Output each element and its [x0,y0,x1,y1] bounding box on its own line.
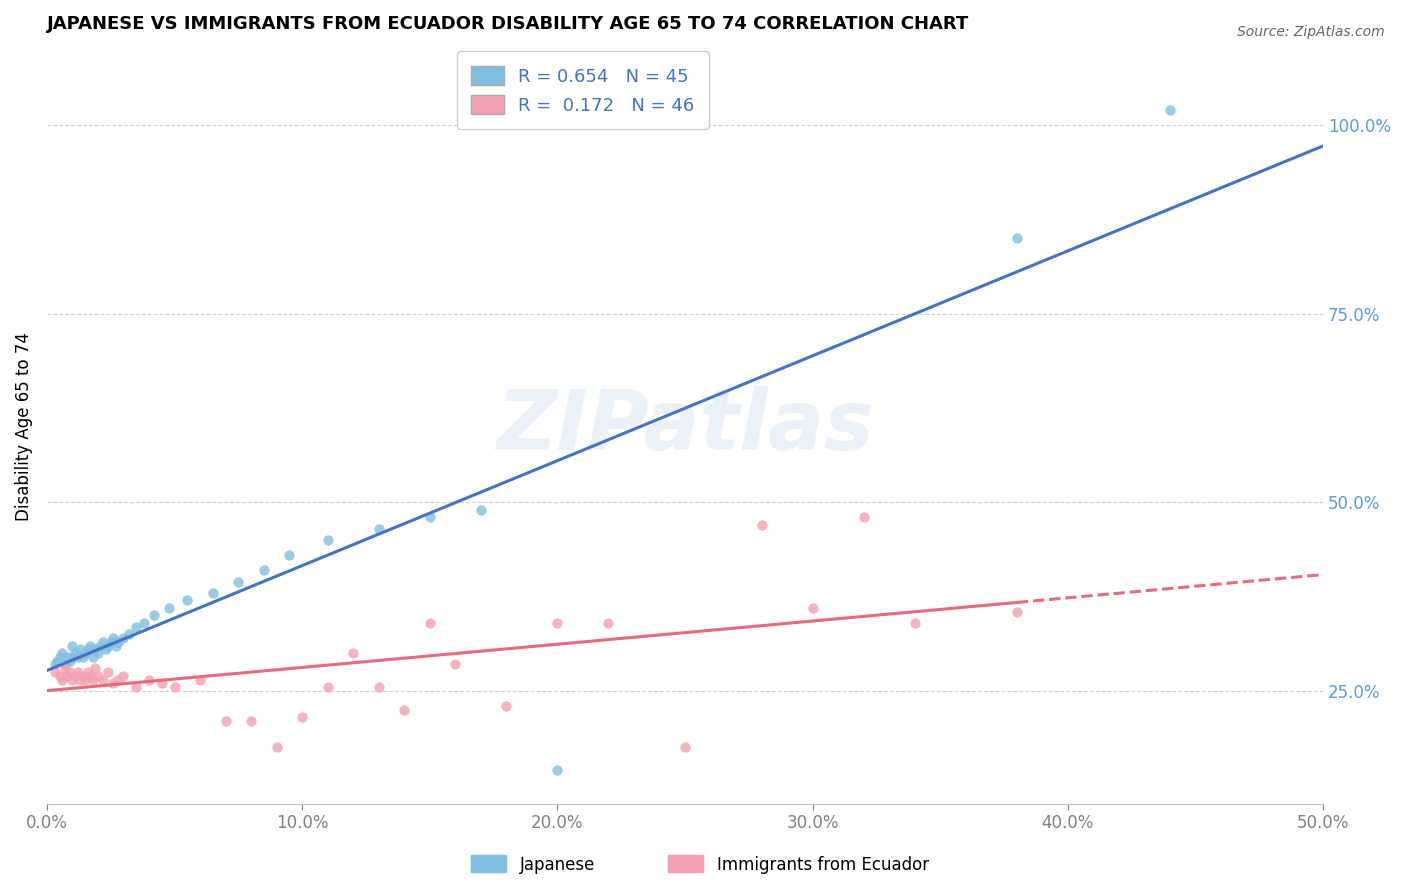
Point [51,673,73,687]
Point [598,615,620,630]
Point [176,593,198,607]
Point [546,763,568,777]
Point [72,649,94,664]
Point [66,665,89,679]
Point [72,669,94,683]
Point [495,698,517,713]
Point [291,710,314,724]
Text: JAPANESE VS IMMIGRANTS FROM ECUADOR DISABILITY AGE 65 TO 74 CORRELATION CHART: JAPANESE VS IMMIGRANTS FROM ECUADOR DISA… [46,15,969,33]
Point [751,518,773,533]
Text: Immigrants from Ecuador: Immigrants from Ecuador [717,856,929,874]
Point [125,620,148,634]
Point [91,673,114,687]
Point [82,649,104,664]
Point [62,639,84,653]
Point [201,586,224,600]
Point [470,503,492,517]
Point [1005,231,1028,245]
Point [117,627,139,641]
Point [419,615,441,630]
Point [801,601,824,615]
Point [53,657,76,672]
Point [82,673,104,687]
Text: Japanese: Japanese [520,856,596,874]
Point [62,673,84,687]
Point [69,642,91,657]
Point [56,669,79,683]
Point [53,661,76,675]
Point [91,635,114,649]
Text: ZIPatlas: ZIPatlas [496,386,875,467]
Point [266,740,288,755]
Point [44,657,66,672]
Point [66,649,89,664]
Y-axis label: Disability Age 65 to 74: Disability Age 65 to 74 [15,333,32,521]
Point [107,673,129,687]
Point [48,669,70,683]
Point [367,680,389,694]
Point [673,740,696,755]
Point [56,649,79,664]
Point [69,673,91,687]
Point [89,639,111,653]
Point [1159,103,1181,118]
Point [157,601,180,615]
Point [107,635,129,649]
Point [367,522,389,536]
Point [62,649,84,664]
Point [125,680,148,694]
Point [240,714,263,728]
Point [63,669,86,683]
Point [316,533,339,547]
Point [75,646,97,660]
Point [79,639,101,653]
Point [103,676,125,690]
Point [103,631,125,645]
Point [394,703,416,717]
Point [48,649,70,664]
Point [63,646,86,660]
Point [419,510,441,524]
Point [904,615,927,630]
Point [75,673,97,687]
Point [852,510,875,524]
Point [44,665,66,679]
Point [94,642,117,657]
Point [79,669,101,683]
Point [444,657,467,672]
Point [316,680,339,694]
Point [51,646,73,660]
Point [76,665,98,679]
Point [59,654,82,668]
Point [163,680,186,694]
Point [84,642,107,657]
Point [546,615,568,630]
Point [1005,605,1028,619]
Point [87,646,110,660]
Point [76,642,98,657]
Point [59,665,82,679]
Point [97,665,120,679]
Point [87,669,110,683]
Point [104,639,127,653]
Point [112,631,135,645]
Point [112,669,135,683]
Legend: R = 0.654   N = 45, R =  0.172   N = 46: R = 0.654 N = 45, R = 0.172 N = 46 [457,52,709,129]
Point [214,714,236,728]
Point [138,673,160,687]
Text: Source: ZipAtlas.com: Source: ZipAtlas.com [1237,25,1385,39]
Point [342,646,364,660]
Point [143,608,166,623]
Point [84,661,107,675]
Point [253,563,276,577]
Point [188,673,211,687]
Point [97,639,120,653]
Point [150,676,173,690]
Point [132,615,155,630]
Point [228,574,250,589]
Point [278,548,301,562]
Point [100,635,122,649]
Point [46,654,69,668]
